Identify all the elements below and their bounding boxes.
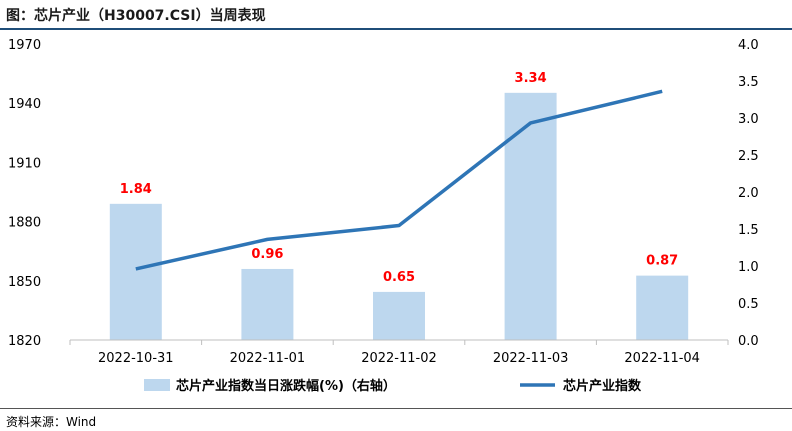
bar-data-label: 1.84	[120, 182, 152, 197]
legend-bar-swatch	[144, 379, 170, 391]
bar-series	[109, 92, 689, 340]
right-tick-label: 2.0	[738, 186, 759, 201]
right-tick-label: 3.5	[738, 75, 759, 90]
right-tick-label: 2.5	[738, 149, 759, 164]
bar	[109, 203, 162, 340]
left-tick-label: 1820	[8, 334, 41, 349]
right-tick-label: 0.5	[738, 297, 759, 312]
right-tick-label: 4.0	[738, 38, 759, 53]
x-axis: 2022-10-31 2022-11-01 2022-11-02 2022-11-03…	[69, 340, 729, 366]
x-tick-label: 2022-11-01	[230, 351, 306, 366]
left-tick-label: 1940	[8, 97, 41, 112]
x-tick-label: 2022-11-02	[361, 351, 437, 366]
right-tick-label: 3.0	[738, 112, 759, 127]
line-series	[135, 89, 663, 271]
right-axis: 0.0 0.5 1.0 1.5 2.0 2.5 3.0 3.5 4.0	[738, 38, 759, 349]
left-tick-label: 1910	[8, 156, 41, 171]
bar	[241, 268, 294, 340]
left-tick-label: 1880	[8, 216, 41, 231]
bar	[636, 275, 689, 340]
bar	[373, 291, 425, 340]
chart-title: 图：芯片产业（H30007.CSI）当周表现	[6, 8, 266, 24]
bar-data-label: 0.96	[251, 247, 283, 262]
bar-data-label: 3.34	[515, 71, 547, 86]
bar-data-label: 0.87	[646, 254, 678, 269]
right-tick-label: 0.0	[738, 334, 759, 349]
x-tick-label: 2022-11-03	[493, 351, 569, 366]
legend-line-label: 芯片产业指数	[563, 378, 642, 394]
right-tick-label: 1.0	[738, 260, 759, 275]
left-axis: 1820 1850 1880 1910 1940 1970	[8, 38, 41, 349]
legend-bar-label: 芯片产业指数当日涨跌幅(%)（右轴）	[176, 378, 396, 394]
x-tick-label: 2022-10-31	[98, 351, 174, 366]
x-tick-label: 2022-11-04	[624, 351, 700, 366]
right-tick-label: 1.5	[738, 223, 759, 238]
bar	[504, 92, 557, 340]
left-tick-label: 1850	[8, 275, 41, 290]
left-tick-label: 1970	[8, 38, 41, 53]
source-note: 资料来源：Wind	[6, 415, 97, 429]
title-bar: 图：芯片产业（H30007.CSI）当周表现	[0, 0, 792, 30]
bar-data-label: 0.65	[383, 270, 415, 285]
source-bar: 资料来源：Wind	[0, 408, 792, 431]
legend: 芯片产业指数当日涨跌幅(%)（右轴） 芯片产业指数	[144, 378, 642, 394]
bar-data-labels: 1.84 0.96 0.65 3.34 0.87	[120, 71, 678, 285]
